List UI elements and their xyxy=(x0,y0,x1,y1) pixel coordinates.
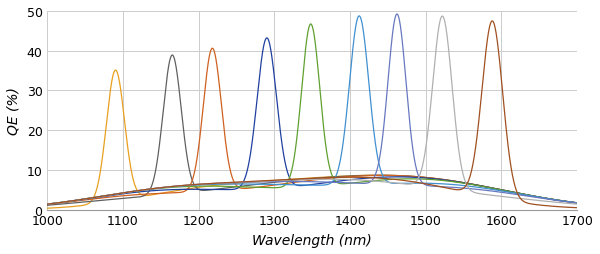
X-axis label: Wavelength (nm): Wavelength (nm) xyxy=(253,233,372,247)
Y-axis label: QE (%): QE (%) xyxy=(7,87,21,135)
